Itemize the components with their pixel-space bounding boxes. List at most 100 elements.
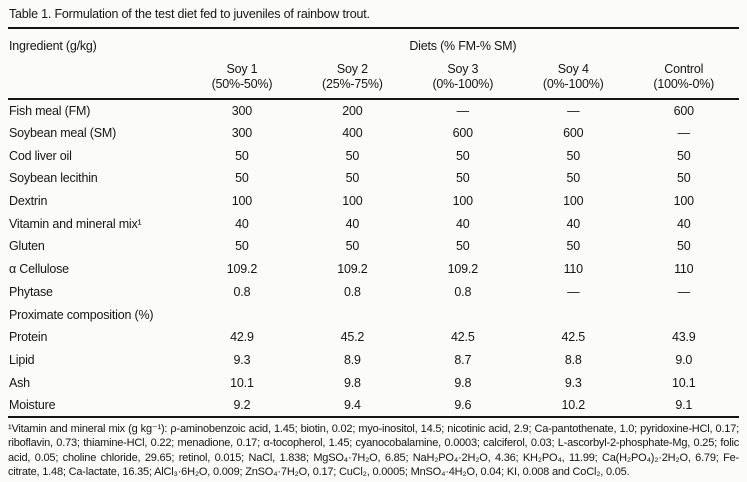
cell-value: 9.4 xyxy=(343,397,361,412)
cell-value: 300 xyxy=(231,103,253,118)
cell-value: 10.1 xyxy=(230,375,254,390)
cell-value: 50 xyxy=(456,171,470,186)
row-label: Dextrin xyxy=(9,194,48,209)
row-label: Proximate composition (%) xyxy=(9,307,154,322)
cell-value: 109.2 xyxy=(447,262,478,277)
table-row: Lipid 9.3 8.9 8.7 8.8 9.0 xyxy=(8,349,739,372)
cell-value xyxy=(408,303,518,326)
row-label: Ash xyxy=(9,375,30,390)
cell-value: 9.1 xyxy=(675,397,693,412)
cell-value: 9.2 xyxy=(233,397,251,412)
cell-value: 0.8 xyxy=(233,284,251,299)
cell-value: 8.8 xyxy=(564,352,582,367)
table-row: Dextrin 100 100 100 100 100 xyxy=(8,190,739,213)
row-label: Fish meal (FM) xyxy=(9,103,91,118)
table-row: Soybean meal (SM) 300 400 600 600 — xyxy=(8,122,739,145)
cell-value: 0.8 xyxy=(343,284,361,299)
row-label: α Cellulose xyxy=(9,262,69,277)
table-body: Fish meal (FM) 300 200— —600 Soybean meal (S… xyxy=(8,99,739,417)
cell-value: 10.2 xyxy=(561,397,586,412)
table-row: Moisture 9.2 9.4 9.6 10.2 9.1 xyxy=(8,394,739,417)
cell-value: 109.2 xyxy=(226,262,258,277)
cell-value: — xyxy=(456,103,470,118)
cell-value: 40 xyxy=(235,216,249,231)
cell-value xyxy=(628,303,739,326)
cell-value: 50 xyxy=(235,239,249,254)
diet-formulation-table: Ingredient (g/kg) Diets (% FM-% SM) Soy … xyxy=(8,27,739,418)
cell-value: 100 xyxy=(563,194,584,209)
column-header-soy-3: Soy 3 (0%-100%) xyxy=(408,55,518,99)
column-header-control: Control (100%-0%) xyxy=(628,55,739,99)
cell-value: 9.3 xyxy=(233,352,251,367)
footnote: ¹Vitamin and mineral mix (g kg⁻¹): ρ-ami… xyxy=(8,422,739,479)
cell-value: 9.8 xyxy=(454,375,472,390)
table-row: α Cellulose 109.2 109.2 109.2 110 110 xyxy=(8,258,739,281)
cell-value: 100 xyxy=(452,194,473,209)
cell-value: 50 xyxy=(566,171,580,186)
cell-value: 40 xyxy=(345,216,360,231)
table-row: Fish meal (FM) 300 200 — — 600 xyxy=(8,99,739,122)
table-row: Ash 10.1 9.8 9.8 9.3 10.1 xyxy=(8,371,739,394)
cell-value: 10.1 xyxy=(671,375,696,390)
cell-value: 400 xyxy=(342,126,363,141)
column-ratio: (0%-100%) xyxy=(542,77,604,91)
cell-value: — xyxy=(677,126,691,141)
cell-value: 9.8 xyxy=(343,375,361,390)
cell-value: 50 xyxy=(456,239,470,254)
cell-value: 50 xyxy=(676,239,691,254)
cell-value: — xyxy=(677,284,691,299)
cell-value: — xyxy=(567,103,580,118)
table-row: Cod liver oil 50 50 50 50 50 xyxy=(8,144,739,167)
row-label: Gluten xyxy=(9,239,45,254)
cell-value: 42.5 xyxy=(561,330,586,345)
header-row-groups: Ingredient (g/kg) Diets (% FM-% SM) xyxy=(8,28,739,55)
cell-value: 50 xyxy=(345,171,360,186)
cell-value: 110 xyxy=(674,262,694,277)
ingredient-column-header: Ingredient (g/kg) xyxy=(9,39,97,53)
cell-value: 110 xyxy=(563,262,584,277)
header-row-diets: Soy 1 (50%-50%) Soy 2 (25%-75%) Soy 3 (0%-100… xyxy=(8,55,739,99)
column-ratio: (100%-0%) xyxy=(653,77,715,91)
cell-value: 42.9 xyxy=(230,330,254,345)
column-name: Soy 3 xyxy=(447,62,479,76)
cell-value: 600 xyxy=(452,126,473,141)
cell-value: 50 xyxy=(566,239,580,254)
cell-value: 600 xyxy=(563,126,584,141)
cell-value: 0.8 xyxy=(454,284,472,299)
cell-value: 50 xyxy=(566,148,580,163)
cell-value: 109.2 xyxy=(337,262,368,277)
row-label: Soybean meal (SM) xyxy=(9,126,117,141)
cell-value: 50 xyxy=(345,148,360,163)
column-header-soy-4: Soy 4 (0%-100%) xyxy=(518,55,628,99)
cell-value xyxy=(518,303,628,326)
column-name: Soy 2 xyxy=(336,62,368,76)
table-row: Vitamin and mineral mix¹ 40 40 40 40 40 xyxy=(8,212,739,235)
cell-value: 50 xyxy=(676,148,691,163)
section-row: Proximate composition (%) xyxy=(8,303,739,326)
cell-value: — xyxy=(567,284,580,299)
column-header-soy-1: Soy 1 (50%-50%) xyxy=(187,55,297,99)
cell-value: 42.5 xyxy=(451,330,475,345)
column-ratio: (50%-50%) xyxy=(211,77,273,91)
cell-value: 50 xyxy=(235,148,249,163)
row-label: Phytase xyxy=(9,284,53,299)
table-row: Phytase 0.8 0.8 0.8 — — xyxy=(8,281,739,304)
cell-value: 9.3 xyxy=(564,375,582,390)
cell-value: 40 xyxy=(456,216,470,231)
cell-value: 45.2 xyxy=(340,330,365,345)
cell-value: 100 xyxy=(342,194,363,209)
cell-value: 50 xyxy=(345,239,360,254)
cell-value: 8.7 xyxy=(454,352,472,367)
cell-value: 40 xyxy=(676,216,691,231)
column-header-soy-2: Soy 2 (25%-75%) xyxy=(297,55,407,99)
row-label: Cod liver oil xyxy=(9,148,72,163)
diets-group-header: Diets (% FM-% SM) xyxy=(409,39,517,53)
column-ratio: (0%-100%) xyxy=(432,77,494,91)
row-label: Protein xyxy=(9,330,48,345)
cell-value: 9.0 xyxy=(675,352,693,367)
row-label: Lipid xyxy=(9,352,35,367)
cell-value: 50 xyxy=(676,171,691,186)
cell-value: 600 xyxy=(673,103,694,118)
cell-value: 8.9 xyxy=(343,352,361,367)
